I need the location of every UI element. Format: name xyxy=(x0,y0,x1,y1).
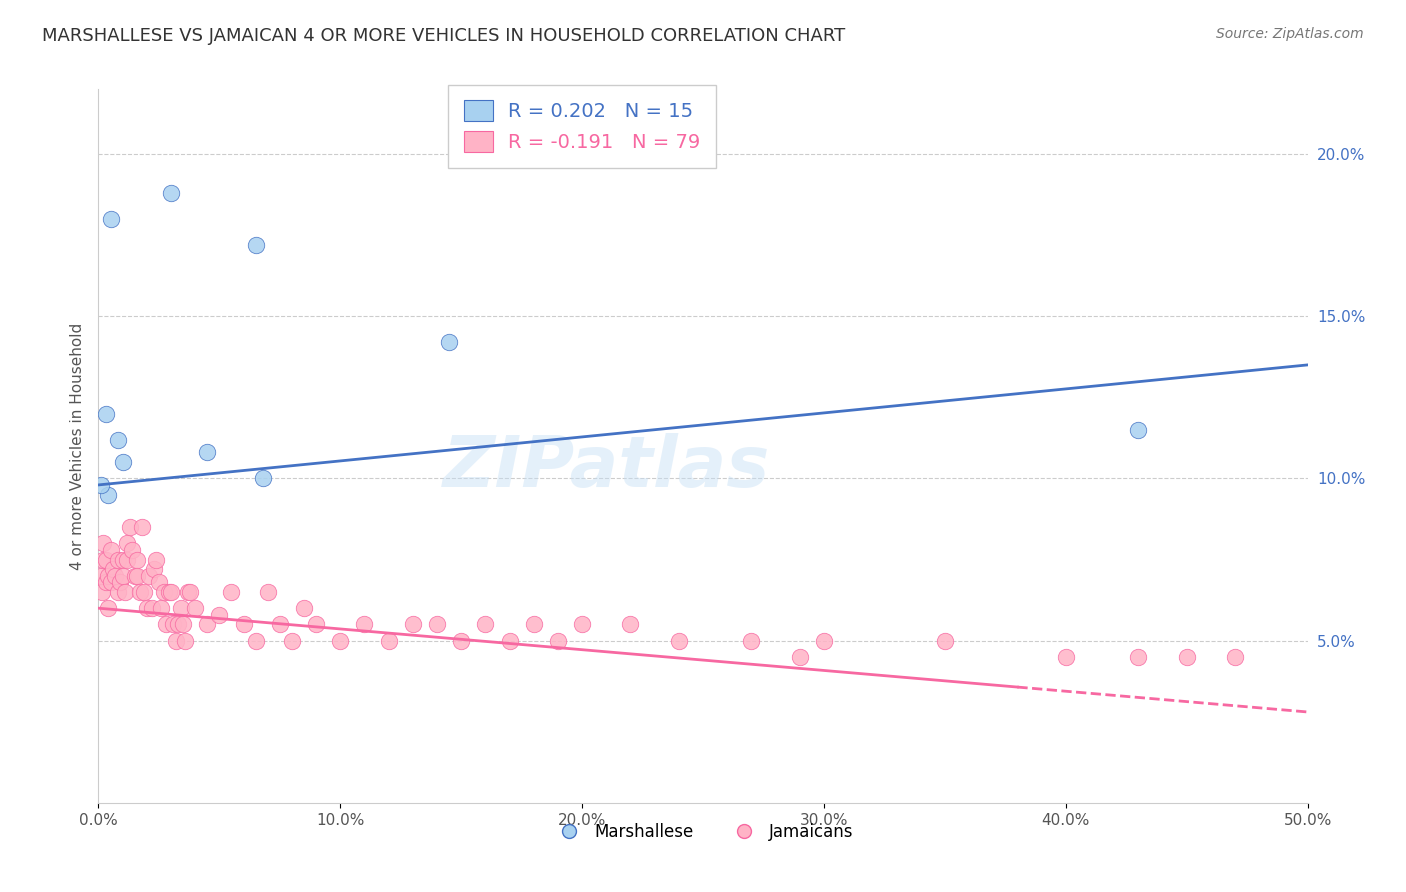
Point xyxy=(143,562,166,576)
Text: MARSHALLESE VS JAMAICAN 4 OR MORE VEHICLES IN HOUSEHOLD CORRELATION CHART: MARSHALLESE VS JAMAICAN 4 OR MORE VEHICL… xyxy=(42,27,845,45)
Point xyxy=(174,633,197,648)
Point xyxy=(127,552,149,566)
Y-axis label: 4 or more Vehicles in Household: 4 or more Vehicles in Household xyxy=(69,322,84,570)
Point xyxy=(155,617,177,632)
Point xyxy=(195,617,218,632)
Point xyxy=(498,633,520,648)
Point xyxy=(377,633,399,648)
Point xyxy=(97,601,120,615)
Point xyxy=(281,633,304,648)
Point xyxy=(152,585,174,599)
Point xyxy=(124,568,146,582)
Point xyxy=(195,445,218,459)
Point xyxy=(668,633,690,648)
Point xyxy=(111,552,134,566)
Point xyxy=(150,601,173,615)
Point xyxy=(111,568,134,582)
Point xyxy=(160,186,183,200)
Point xyxy=(100,542,122,557)
Point xyxy=(547,633,569,648)
Point xyxy=(1128,423,1150,437)
Point xyxy=(162,617,184,632)
Point xyxy=(232,617,254,632)
Point xyxy=(619,617,641,632)
Point xyxy=(141,601,163,615)
Point xyxy=(90,568,112,582)
Point xyxy=(165,633,187,648)
Point xyxy=(179,585,201,599)
Point xyxy=(157,585,180,599)
Point xyxy=(740,633,762,648)
Point xyxy=(329,633,352,648)
Text: ZIPatlas: ZIPatlas xyxy=(443,433,770,502)
Point xyxy=(94,575,117,590)
Point xyxy=(305,617,328,632)
Point xyxy=(107,585,129,599)
Point xyxy=(114,585,136,599)
Point xyxy=(91,552,114,566)
Point xyxy=(101,562,124,576)
Point xyxy=(117,552,139,566)
Point xyxy=(121,542,143,557)
Point xyxy=(100,575,122,590)
Point xyxy=(789,649,811,664)
Point xyxy=(118,520,141,534)
Point xyxy=(91,585,114,599)
Point xyxy=(128,585,150,599)
Point xyxy=(145,552,167,566)
Point xyxy=(172,617,194,632)
Point xyxy=(1223,649,1246,664)
Point xyxy=(94,552,117,566)
Point xyxy=(169,601,191,615)
Point xyxy=(208,607,231,622)
Point xyxy=(474,617,496,632)
Point xyxy=(1175,649,1198,664)
Point xyxy=(353,617,375,632)
Point xyxy=(269,617,291,632)
Point xyxy=(100,211,122,226)
Point xyxy=(177,585,200,599)
Point xyxy=(108,575,131,590)
Legend: Marshallese, Jamaicans: Marshallese, Jamaicans xyxy=(546,817,860,848)
Point xyxy=(160,585,183,599)
Point xyxy=(292,601,315,615)
Point xyxy=(107,433,129,447)
Point xyxy=(245,238,267,252)
Point xyxy=(934,633,956,648)
Point xyxy=(111,455,134,469)
Point xyxy=(221,585,243,599)
Point xyxy=(184,601,207,615)
Point xyxy=(97,488,120,502)
Point xyxy=(148,575,170,590)
Point xyxy=(450,633,472,648)
Point xyxy=(571,617,593,632)
Point xyxy=(127,568,149,582)
Point xyxy=(813,633,835,648)
Point xyxy=(117,536,139,550)
Point xyxy=(131,520,153,534)
Point xyxy=(135,601,157,615)
Point xyxy=(402,617,425,632)
Point xyxy=(107,552,129,566)
Point xyxy=(97,568,120,582)
Point xyxy=(167,617,190,632)
Point xyxy=(90,478,112,492)
Text: Source: ZipAtlas.com: Source: ZipAtlas.com xyxy=(1216,27,1364,41)
Point xyxy=(104,568,127,582)
Point xyxy=(426,617,449,632)
Point xyxy=(245,633,267,648)
Point xyxy=(138,568,160,582)
Point xyxy=(134,585,156,599)
Point xyxy=(94,407,117,421)
Point xyxy=(252,471,274,485)
Point xyxy=(1128,649,1150,664)
Point xyxy=(91,536,114,550)
Point xyxy=(1054,649,1077,664)
Point xyxy=(523,617,546,632)
Point xyxy=(256,585,278,599)
Point xyxy=(437,335,460,350)
